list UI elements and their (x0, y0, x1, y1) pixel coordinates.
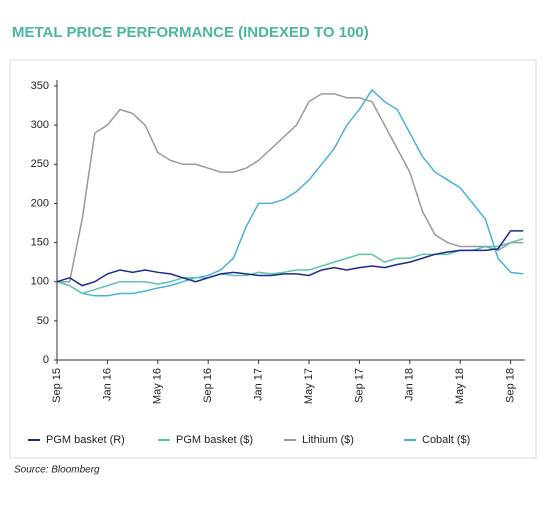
y-tick-label: 300 (31, 119, 49, 131)
x-tick-label: Sep 15 (51, 368, 63, 403)
x-tick-label: Sep 17 (353, 368, 365, 403)
series-line (56, 230, 524, 287)
legend-label: PGM basket (R) (46, 434, 125, 446)
x-tick-label: May 17 (303, 368, 315, 404)
chart-frame (9, 59, 537, 459)
series-line (56, 237, 524, 295)
series-line (57, 93, 524, 283)
y-tick-label: 100 (31, 276, 49, 288)
x-tick-label: Sep 16 (202, 368, 214, 403)
source: Source: Bloomberg (14, 465, 100, 476)
y-tick-label: 50 (37, 315, 49, 327)
x-tick-label: May 16 (152, 368, 164, 404)
x-tick-label: Jan 16 (101, 368, 113, 401)
y-tick-label: 250 (31, 158, 49, 170)
x-tick-label: Jan 17 (253, 368, 265, 401)
y-tick-label: 350 (31, 80, 49, 92)
y-tick-label: 0 (43, 354, 49, 366)
chart-title: METAL PRICE PERFORMANCE (INDEXED TO 100) (12, 24, 369, 41)
series-line (56, 88, 524, 297)
legend-label: Lithium ($) (302, 434, 354, 446)
x-tick-label: Jan 18 (404, 368, 416, 401)
legend-label: Cobalt ($) (422, 434, 470, 446)
legend-label: PGM basket ($) (176, 434, 253, 446)
y-tick-label: 150 (31, 236, 49, 248)
y-tick-label: 200 (31, 197, 49, 209)
x-tick-label: Sep 18 (505, 368, 517, 403)
x-tick-label: May 18 (454, 368, 466, 404)
